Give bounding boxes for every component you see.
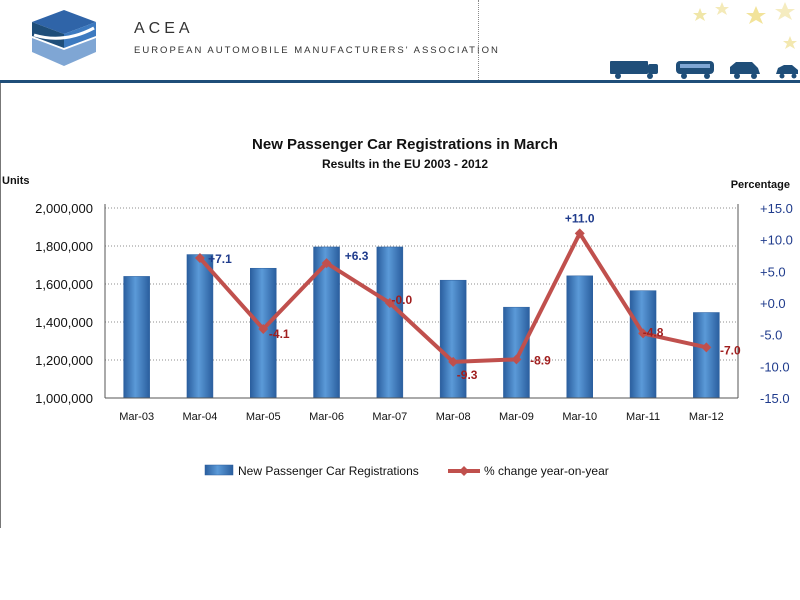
right-tick-label-4: -5.0 bbox=[760, 328, 782, 343]
left-tick-label-3: 1,600,000 bbox=[35, 277, 93, 292]
y-left-label: Units bbox=[2, 175, 30, 187]
x-tick-label-3: Mar-06 bbox=[309, 411, 344, 423]
vehicles-icon bbox=[610, 61, 798, 79]
yoy-point-9 bbox=[701, 342, 712, 353]
right-tick-label-5: -10.0 bbox=[760, 359, 790, 374]
axes: 1,000,000 1,200,000 1,400,000 1,600,000 1,80… bbox=[35, 201, 793, 423]
data-labels: +7.1 -4.1 +6.3 -0.0 -9.3 -8.9 +11.0 -4.8 -7.0 bbox=[208, 211, 741, 382]
yoy-point-3 bbox=[321, 258, 332, 269]
right-tick-label-1: +10.0 bbox=[760, 233, 793, 248]
yoy-label-7: +11.0 bbox=[565, 211, 595, 225]
bar-mar-12 bbox=[693, 312, 720, 399]
bar-mar-08 bbox=[439, 279, 467, 399]
left-tick-label-4: 1,800,000 bbox=[35, 239, 93, 254]
yoy-point-2 bbox=[258, 323, 269, 334]
eu-stars-icon bbox=[693, 2, 797, 49]
yoy-label-5: -9.3 bbox=[457, 368, 478, 382]
left-tick-label-5: 2,000,000 bbox=[35, 201, 93, 216]
bar-series bbox=[123, 246, 720, 399]
left-rule bbox=[0, 83, 1, 528]
yoy-label-9: -7.0 bbox=[720, 343, 741, 357]
left-tick-label-1: 1,200,000 bbox=[35, 353, 93, 368]
acea-logo-icon bbox=[32, 10, 96, 66]
left-tick-label-0: 1,000,000 bbox=[35, 391, 93, 406]
header: ACEA EUROPEAN AUTOMOBILE MANUFACTURERS' … bbox=[0, 0, 800, 82]
legend-swatch-bars bbox=[204, 464, 234, 476]
yoy-label-8: -4.8 bbox=[643, 325, 664, 339]
x-tick-label-6: Mar-09 bbox=[499, 411, 534, 423]
bar-mar-03 bbox=[123, 276, 150, 399]
yoy-label-3: +6.3 bbox=[345, 249, 369, 263]
header-divider bbox=[478, 0, 479, 80]
yoy-point-7 bbox=[574, 228, 585, 239]
chart-subtitle: Results in the EU 2003 - 2012 bbox=[322, 157, 488, 171]
line-series bbox=[194, 228, 712, 367]
right-tick-label-0: +15.0 bbox=[760, 201, 793, 216]
x-tick-label-2: Mar-05 bbox=[246, 411, 281, 423]
org-name: ACEA bbox=[134, 20, 194, 37]
x-tick-label-4: Mar-07 bbox=[372, 411, 407, 423]
yoy-label-4: -0.0 bbox=[392, 293, 413, 307]
yoy-point-1 bbox=[194, 253, 205, 264]
x-tick-label-8: Mar-11 bbox=[626, 411, 660, 423]
bar-mar-11 bbox=[629, 290, 657, 399]
yoy-point-5 bbox=[448, 356, 459, 367]
x-tick-label-5: Mar-08 bbox=[436, 411, 471, 423]
legend-swatch-marker bbox=[459, 466, 469, 476]
right-tick-label-6: -15.0 bbox=[760, 391, 790, 406]
right-tick-label-3: +0.0 bbox=[760, 296, 786, 311]
y-right-label: Percentage bbox=[731, 179, 790, 191]
left-tick-label-2: 1,400,000 bbox=[35, 315, 93, 330]
yoy-label-6: -8.9 bbox=[530, 353, 551, 367]
x-tick-label-7: Mar-10 bbox=[562, 411, 597, 423]
yoy-point-4 bbox=[384, 298, 395, 308]
legend: New Passenger Car Registrations % change … bbox=[204, 464, 609, 478]
yoy-point-8 bbox=[638, 328, 649, 339]
registrations-chart: New Passenger Car Registrations in March… bbox=[2, 136, 793, 478]
bar-mar-10 bbox=[566, 275, 593, 399]
yoy-label-2: -4.1 bbox=[269, 327, 290, 341]
bar-mar-07 bbox=[376, 246, 404, 399]
bar-mar-09 bbox=[503, 306, 530, 399]
header-rule bbox=[0, 80, 800, 83]
org-subtitle: EUROPEAN AUTOMOBILE MANUFACTURERS' ASSOC… bbox=[134, 45, 500, 56]
x-tick-label-9: Mar-12 bbox=[689, 411, 724, 423]
bar-mar-04 bbox=[186, 254, 214, 399]
chart-title: New Passenger Car Registrations in March bbox=[252, 136, 558, 153]
x-tick-label-0: Mar-03 bbox=[119, 411, 154, 423]
yoy-point-6 bbox=[511, 354, 522, 365]
x-tick-label-1: Mar-04 bbox=[183, 411, 218, 423]
right-tick-label-2: +5.0 bbox=[760, 264, 786, 279]
yoy-label-1: +7.1 bbox=[208, 252, 232, 266]
legend-label-bars: New Passenger Car Registrations bbox=[238, 464, 419, 478]
legend-label-line: % change year-on-year bbox=[484, 464, 609, 478]
